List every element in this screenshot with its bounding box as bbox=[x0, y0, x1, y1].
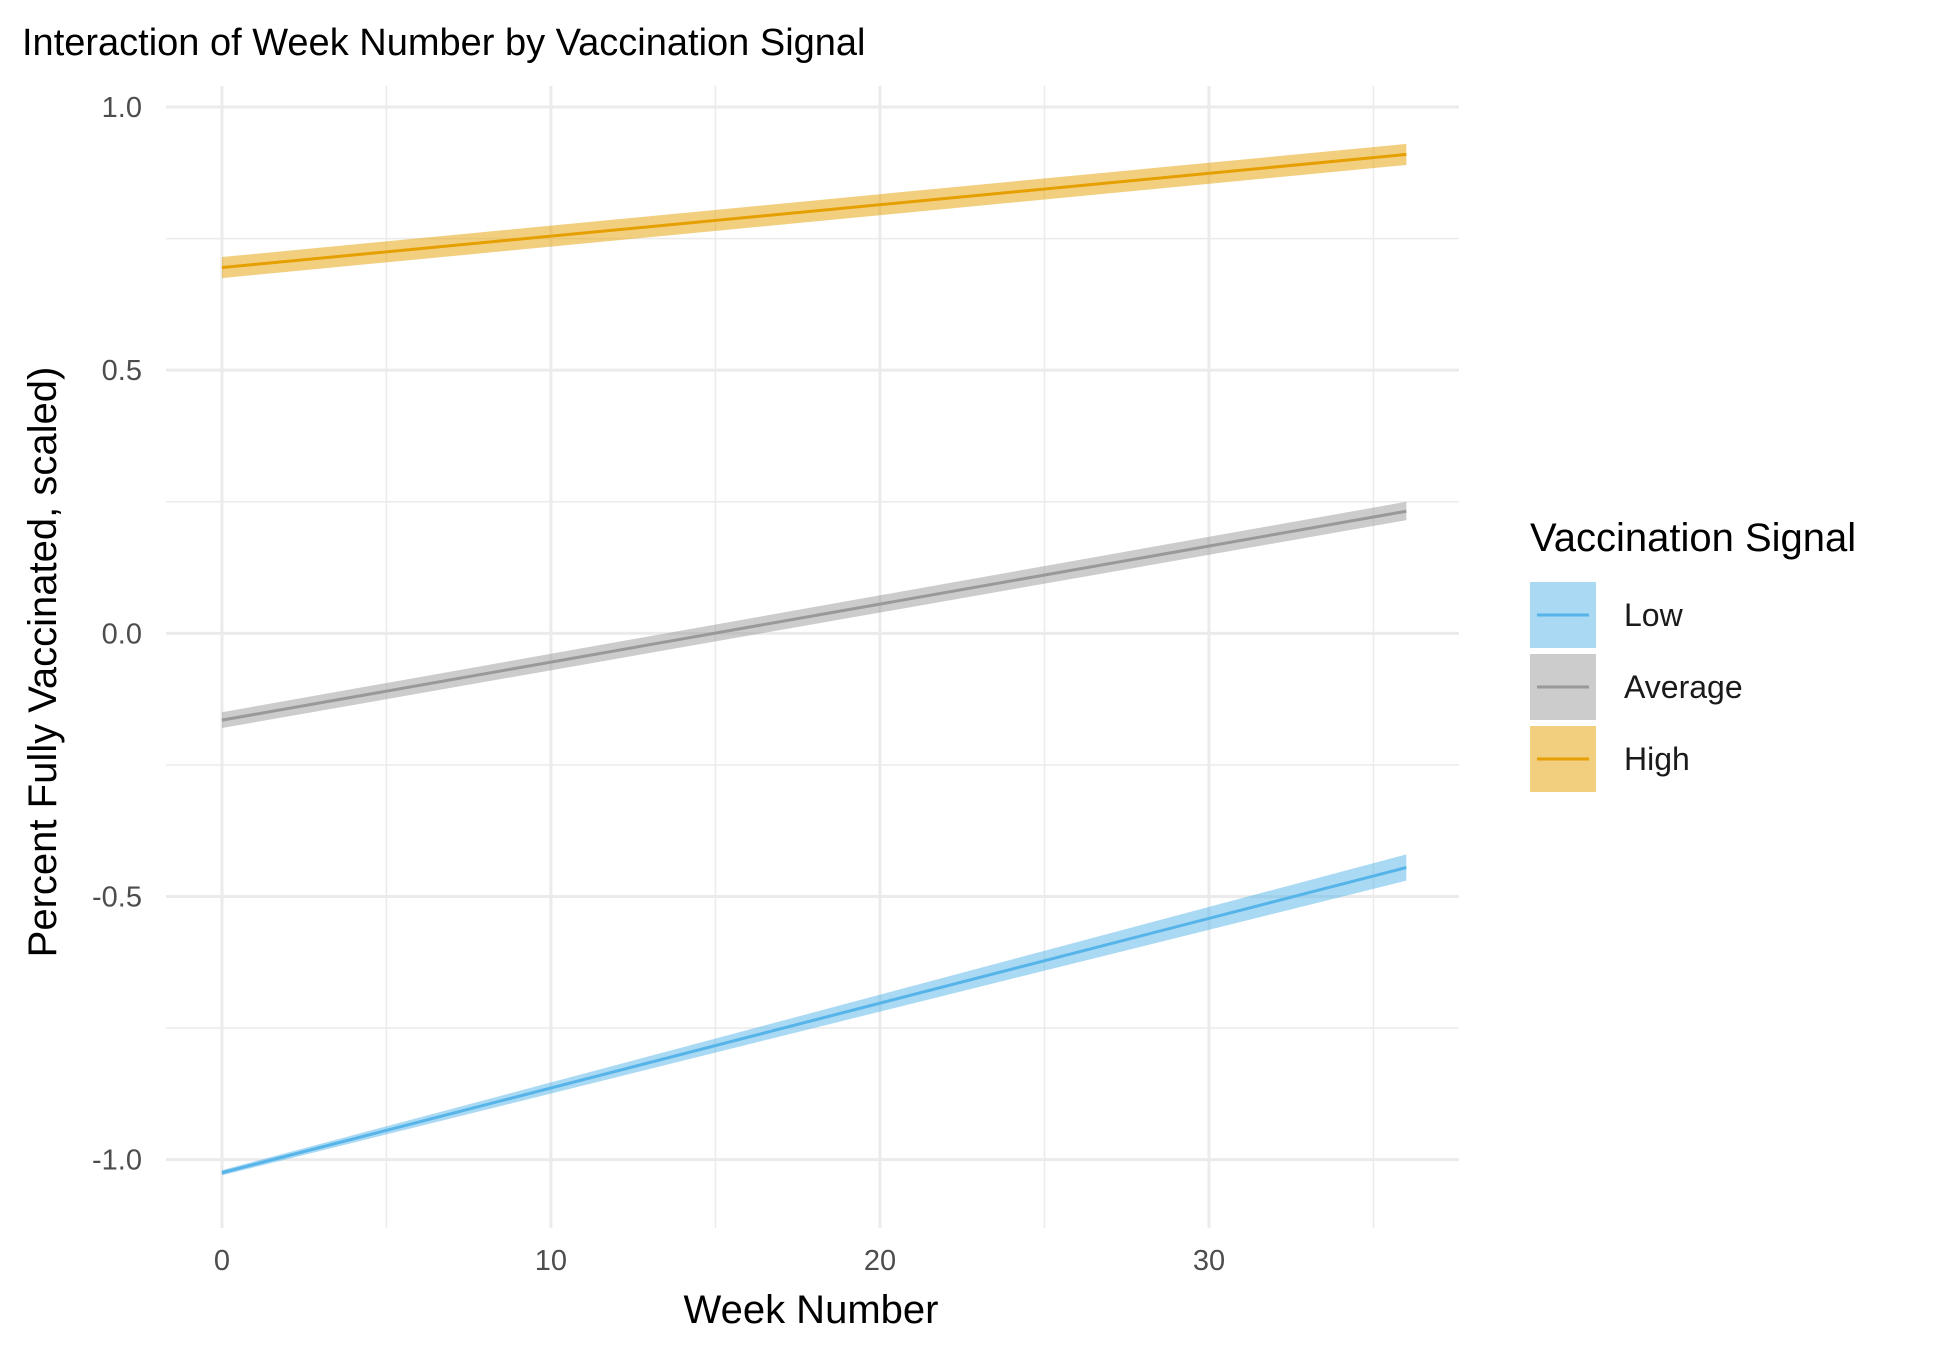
y-tick-label: 0.5 bbox=[102, 355, 142, 387]
y-axis-title: Percent Fully Vaccinated, scaled) bbox=[21, 367, 65, 958]
line-average bbox=[221, 509, 1407, 722]
x-tick-label: 20 bbox=[864, 1245, 896, 1277]
series-lines bbox=[221, 152, 1407, 1175]
legend: Vaccination Signal Low Average High bbox=[1530, 516, 1856, 792]
legend-label-average: Average bbox=[1624, 669, 1743, 705]
x-axis-title: Week Number bbox=[684, 1288, 939, 1332]
grid bbox=[166, 86, 1459, 1228]
line-high bbox=[221, 152, 1407, 270]
y-axis-ticks: -1.0 -0.5 0.0 0.5 1.0 bbox=[92, 92, 142, 1177]
legend-title: Vaccination Signal bbox=[1530, 516, 1856, 560]
y-tick-label: 1.0 bbox=[102, 92, 142, 124]
x-axis-ticks: 0 10 20 30 bbox=[214, 1245, 1225, 1277]
y-tick-label: -1.0 bbox=[92, 1145, 142, 1177]
x-tick-label: 0 bbox=[214, 1245, 230, 1277]
line-low bbox=[221, 866, 1407, 1175]
x-tick-label: 30 bbox=[1193, 1245, 1225, 1277]
legend-label-low: Low bbox=[1624, 597, 1684, 633]
chart-title: Interaction of Week Number by Vaccinatio… bbox=[22, 22, 865, 64]
y-tick-label: 0.0 bbox=[102, 618, 142, 650]
legend-label-high: High bbox=[1624, 741, 1690, 777]
x-tick-label: 10 bbox=[535, 1245, 567, 1277]
y-tick-label: -0.5 bbox=[92, 881, 142, 913]
